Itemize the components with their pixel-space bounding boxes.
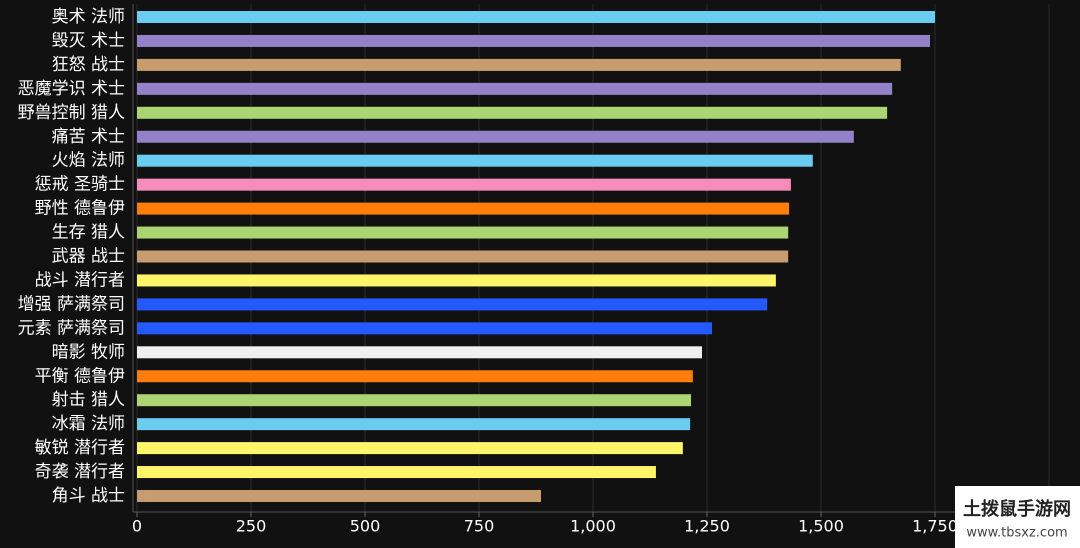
y-tick-label: 元素 萨满祭司 [18, 318, 125, 338]
bar [137, 322, 713, 335]
x-tick-label: 1,250 [684, 517, 730, 536]
bar [137, 370, 693, 383]
y-tick-label: 痛苦 术士 [52, 127, 125, 147]
x-tick-label: 500 [350, 517, 381, 536]
bar [137, 394, 692, 407]
bar [137, 11, 935, 23]
y-tick-label: 射击 猎人 [52, 390, 125, 410]
y-tick-label: 武器 战士 [52, 247, 125, 267]
y-tick-label: 野性 德鲁伊 [35, 199, 125, 219]
y-tick-label: 火焰 法师 [52, 151, 125, 171]
y-tick-label: 奥术 法师 [52, 7, 125, 27]
y-tick-label: 冰霜 法师 [52, 414, 125, 434]
y-tick-label: 恶魔学识 术士 [18, 79, 125, 99]
y-tick-label: 暗影 牧师 [52, 342, 125, 362]
x-tick-label: 1,750 [912, 517, 958, 536]
watermark-title: 土拨鼠手游网 [963, 498, 1071, 520]
bar [137, 274, 776, 287]
y-tick-label: 敏锐 潜行者 [35, 438, 125, 458]
y-tick-label: 角斗 战士 [52, 486, 125, 506]
x-tick-label: 750 [464, 517, 495, 536]
bar [137, 34, 930, 47]
y-tick-label: 惩戒 圣骑士 [35, 175, 125, 195]
bar [137, 178, 791, 191]
bar [137, 298, 768, 311]
bar [137, 154, 813, 167]
bar [137, 490, 542, 502]
watermark-box [955, 486, 1080, 548]
bar [137, 58, 901, 71]
bar [137, 82, 893, 95]
y-tick-label: 狂怒 战士 [52, 55, 125, 75]
x-tick-label: 0 [132, 517, 142, 536]
bar [137, 130, 854, 143]
y-tick-label: 战斗 潜行者 [35, 270, 125, 290]
watermark-url: www.tbsxz.com [966, 526, 1067, 541]
x-tick-label: 1,000 [570, 517, 616, 536]
x-tick-label: 250 [236, 517, 267, 536]
bar [137, 106, 888, 119]
x-tick-label: 1,500 [798, 517, 844, 536]
bar [137, 418, 691, 431]
bar [137, 442, 683, 455]
y-tick-label: 奇袭 潜行者 [35, 462, 125, 482]
bar [137, 202, 790, 215]
y-tick-label: 生存 猎人 [52, 223, 125, 243]
bar [137, 346, 702, 359]
bar [137, 250, 789, 263]
y-tick-label: 增强 萨满祭司 [18, 294, 125, 314]
bar [137, 466, 656, 479]
bar [137, 226, 789, 239]
y-tick-label: 野兽控制 猎人 [18, 103, 125, 123]
y-tick-label: 毁灭 术士 [52, 31, 125, 51]
y-tick-label: 平衡 德鲁伊 [35, 366, 125, 386]
